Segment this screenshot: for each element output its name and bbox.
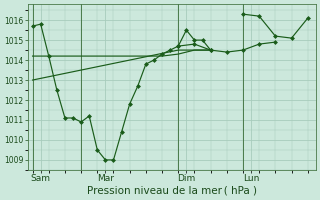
X-axis label: Pression niveau de la mer ( hPa ): Pression niveau de la mer ( hPa ) xyxy=(87,186,257,196)
